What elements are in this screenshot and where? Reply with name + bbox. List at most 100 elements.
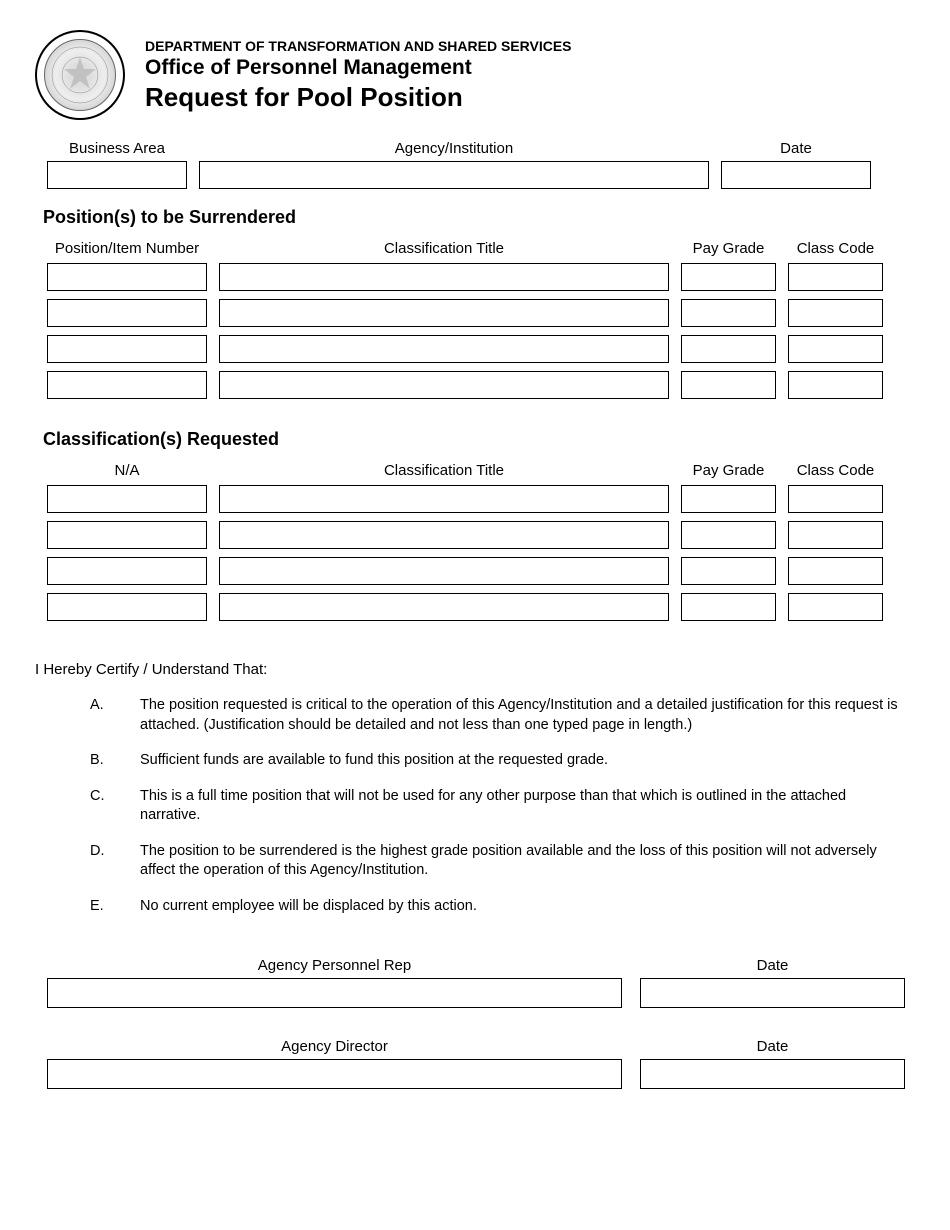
- requested-paygrade-input[interactable]: [681, 557, 776, 585]
- certify-letter: E.: [90, 897, 140, 917]
- state-seal-icon: [35, 30, 125, 120]
- table-row: [47, 263, 915, 291]
- surrendered-table: Position/Item Number Classification Titl…: [35, 240, 915, 399]
- table-row: [47, 371, 915, 399]
- requested-paygrade-input[interactable]: [681, 521, 776, 549]
- requested-classification-input[interactable]: [219, 593, 669, 621]
- surrendered-position-input[interactable]: [47, 299, 207, 327]
- certify-item: C. This is a full time position that wil…: [90, 787, 915, 826]
- requested-classcode-input[interactable]: [788, 485, 883, 513]
- table-row: [47, 521, 915, 549]
- requested-classcode-input[interactable]: [788, 521, 883, 549]
- director-group: Agency Director: [47, 1038, 622, 1089]
- certify-text: No current employee will be displaced by…: [140, 897, 915, 917]
- certify-letter: A.: [90, 696, 140, 735]
- surrendered-position-input[interactable]: [47, 371, 207, 399]
- surrendered-classcode-input[interactable]: [788, 335, 883, 363]
- date-group: Date: [721, 140, 871, 189]
- date-label: Date: [780, 140, 812, 157]
- requested-classification-input[interactable]: [219, 557, 669, 585]
- requested-section-title: Classification(s) Requested: [35, 429, 915, 450]
- requested-header-row: N/A Classification Title Pay Grade Class…: [47, 462, 915, 479]
- agency-input[interactable]: [199, 161, 709, 189]
- date-input[interactable]: [721, 161, 871, 189]
- table-row: [47, 593, 915, 621]
- surrendered-position-input[interactable]: [47, 263, 207, 291]
- requested-col2-label: Classification Title: [219, 462, 669, 479]
- certify-letter: C.: [90, 787, 140, 826]
- certify-intro: I Hereby Certify / Understand That:: [35, 661, 915, 678]
- top-fields-row: Business Area Agency/Institution Date: [35, 140, 915, 189]
- requested-na-input[interactable]: [47, 521, 207, 549]
- certify-item: D. The position to be surrendered is the…: [90, 842, 915, 881]
- surrendered-paygrade-input[interactable]: [681, 299, 776, 327]
- requested-na-input[interactable]: [47, 557, 207, 585]
- surrendered-position-input[interactable]: [47, 335, 207, 363]
- surrendered-classification-input[interactable]: [219, 299, 669, 327]
- requested-paygrade-input[interactable]: [681, 485, 776, 513]
- certify-section: I Hereby Certify / Understand That: A. T…: [35, 661, 915, 917]
- personnel-date-input[interactable]: [640, 978, 905, 1008]
- surrendered-classcode-input[interactable]: [788, 299, 883, 327]
- certify-text: Sufficient funds are available to fund t…: [140, 751, 915, 771]
- requested-na-input[interactable]: [47, 485, 207, 513]
- requested-col4-label: Class Code: [788, 462, 883, 479]
- director-date-label: Date: [757, 1038, 789, 1055]
- surrendered-col4-label: Class Code: [788, 240, 883, 257]
- form-title: Request for Pool Position: [145, 82, 572, 113]
- requested-na-input[interactable]: [47, 593, 207, 621]
- certify-item: A. The position requested is critical to…: [90, 696, 915, 735]
- requested-table: N/A Classification Title Pay Grade Class…: [35, 462, 915, 621]
- certify-text: This is a full time position that will n…: [140, 787, 915, 826]
- personnel-rep-group: Agency Personnel Rep: [47, 957, 622, 1008]
- certify-item: E. No current employee will be displaced…: [90, 897, 915, 917]
- table-row: [47, 485, 915, 513]
- table-row: [47, 299, 915, 327]
- director-date-group: Date: [640, 1038, 905, 1089]
- header-text-block: DEPARTMENT OF TRANSFORMATION AND SHARED …: [145, 38, 572, 113]
- business-area-input[interactable]: [47, 161, 187, 189]
- personnel-rep-label: Agency Personnel Rep: [258, 957, 411, 974]
- surrendered-classification-input[interactable]: [219, 371, 669, 399]
- surrendered-paygrade-input[interactable]: [681, 371, 776, 399]
- surrendered-col2-label: Classification Title: [219, 240, 669, 257]
- director-label: Agency Director: [281, 1038, 388, 1055]
- requested-classcode-input[interactable]: [788, 593, 883, 621]
- surrendered-classification-input[interactable]: [219, 263, 669, 291]
- surrendered-header-row: Position/Item Number Classification Titl…: [47, 240, 915, 257]
- surrendered-classcode-input[interactable]: [788, 263, 883, 291]
- director-input[interactable]: [47, 1059, 622, 1089]
- certify-item: B. Sufficient funds are available to fun…: [90, 751, 915, 771]
- requested-paygrade-input[interactable]: [681, 593, 776, 621]
- agency-group: Agency/Institution: [199, 140, 709, 189]
- requested-col3-label: Pay Grade: [681, 462, 776, 479]
- certify-letter: B.: [90, 751, 140, 771]
- certify-list: A. The position requested is critical to…: [35, 696, 915, 917]
- agency-label: Agency/Institution: [395, 140, 513, 157]
- surrendered-section-title: Position(s) to be Surrendered: [35, 207, 915, 228]
- form-header: DEPARTMENT OF TRANSFORMATION AND SHARED …: [35, 30, 915, 120]
- signature-section: Agency Personnel Rep Date Agency Directo…: [35, 957, 915, 1089]
- director-date-input[interactable]: [640, 1059, 905, 1089]
- signature-row-director: Agency Director Date: [47, 1038, 915, 1089]
- signature-row-personnel: Agency Personnel Rep Date: [47, 957, 915, 1008]
- surrendered-classcode-input[interactable]: [788, 371, 883, 399]
- department-name: DEPARTMENT OF TRANSFORMATION AND SHARED …: [145, 38, 572, 54]
- requested-classification-input[interactable]: [219, 485, 669, 513]
- business-area-group: Business Area: [47, 140, 187, 189]
- surrendered-paygrade-input[interactable]: [681, 263, 776, 291]
- certify-text: The position requested is critical to th…: [140, 696, 915, 735]
- surrendered-paygrade-input[interactable]: [681, 335, 776, 363]
- surrendered-col3-label: Pay Grade: [681, 240, 776, 257]
- surrendered-classification-input[interactable]: [219, 335, 669, 363]
- certify-text: The position to be surrendered is the hi…: [140, 842, 915, 881]
- table-row: [47, 335, 915, 363]
- personnel-rep-input[interactable]: [47, 978, 622, 1008]
- certify-letter: D.: [90, 842, 140, 881]
- office-name: Office of Personnel Management: [145, 56, 572, 80]
- requested-classcode-input[interactable]: [788, 557, 883, 585]
- personnel-date-group: Date: [640, 957, 905, 1008]
- business-area-label: Business Area: [69, 140, 165, 157]
- requested-classification-input[interactable]: [219, 521, 669, 549]
- surrendered-col1-label: Position/Item Number: [47, 240, 207, 257]
